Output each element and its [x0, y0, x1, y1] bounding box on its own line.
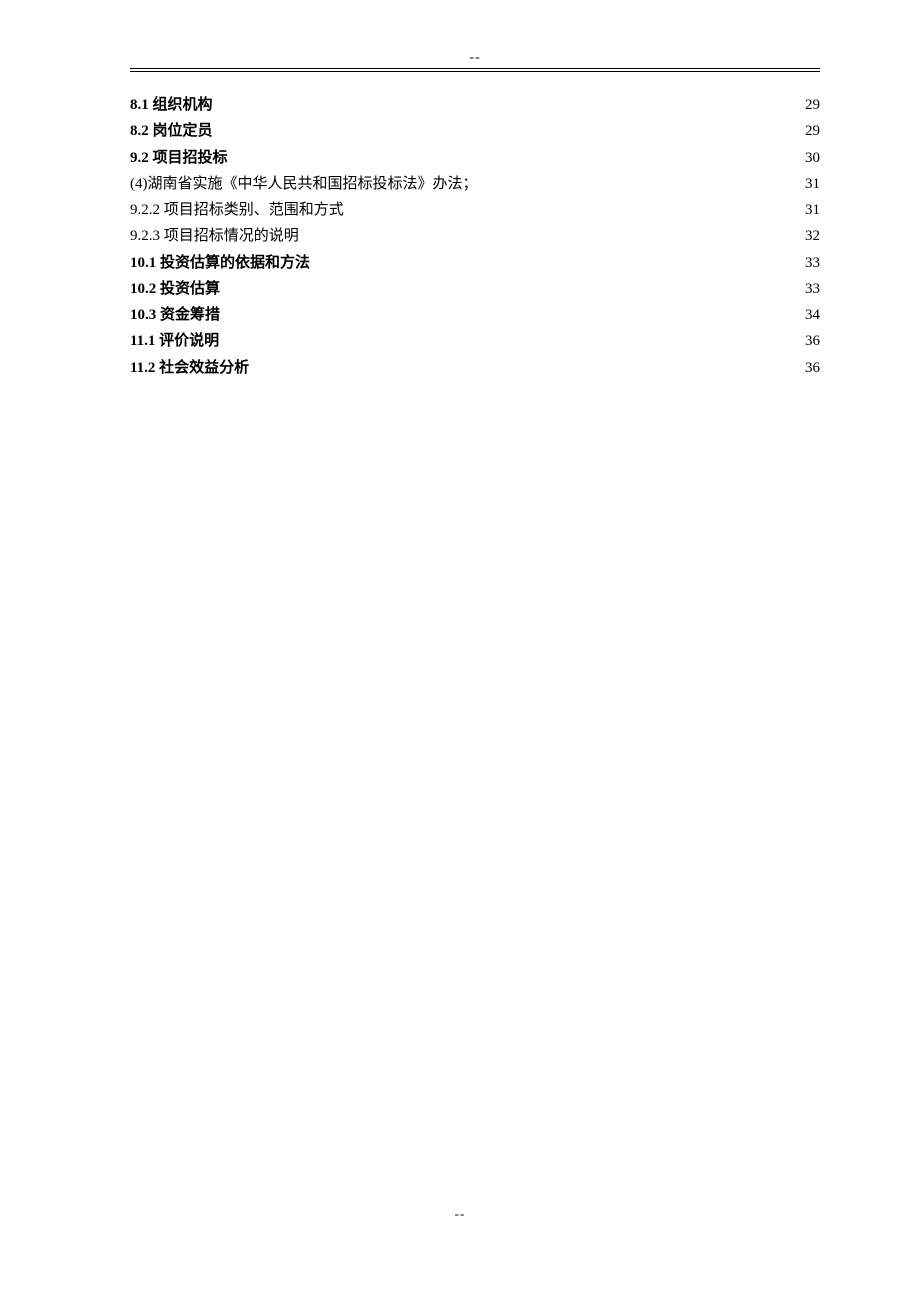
toc-entry: 9.2.2 项目招标类别、范围和方式 31 [130, 197, 820, 223]
toc-entry-label: 8.1 组织机构 [130, 92, 213, 118]
toc-entry: 9.2.3 项目招标情况的说明 32 [130, 223, 820, 249]
toc-entry: 11.1 评价说明 36 [130, 328, 820, 354]
toc-entry-label: (4)湖南省实施《中华人民共和国招标投标法》办法； [130, 171, 478, 197]
toc-entry-label: 10.2 投资估算 [130, 276, 220, 302]
toc-entry-page: 36 [805, 355, 820, 381]
footer-mark: -- [455, 1206, 466, 1222]
toc-entry-label: 10.1 投资估算的依据和方法 [130, 250, 310, 276]
page-container: -- 8.1 组织机构298.2 岗位定员299.2 项目招投标30(4)湖南省… [0, 0, 920, 1302]
toc-entry: 10.3 资金筹措 34 [130, 302, 820, 328]
toc-entry: 10.1 投资估算的依据和方法 33 [130, 250, 820, 276]
toc-entry-label: 9.2 项目招投标 [130, 145, 228, 171]
toc-entry-page: 29 [805, 118, 820, 144]
toc-entry: 11.2 社会效益分析 36 [130, 355, 820, 381]
toc-entry-label: 9.2.3 项目招标情况的说明 [130, 223, 299, 249]
toc-entry-page: 33 [805, 250, 820, 276]
toc-entry: 9.2 项目招投标 30 [130, 145, 820, 171]
toc-entry-page: 31 [805, 171, 820, 197]
toc-entry-page: 32 [805, 223, 820, 249]
table-of-contents: 8.1 组织机构298.2 岗位定员299.2 项目招投标30(4)湖南省实施《… [130, 92, 820, 381]
toc-entry-label: 9.2.2 项目招标类别、范围和方式 [130, 197, 344, 223]
toc-entry-page: 31 [805, 197, 820, 223]
toc-entry: 8.1 组织机构 29 [130, 92, 820, 118]
toc-entry-page: 30 [805, 145, 820, 171]
toc-entry-label: 11.2 社会效益分析 [130, 355, 249, 381]
toc-entry: 8.2 岗位定员 29 [130, 118, 820, 144]
toc-entry-label: 10.3 资金筹措 [130, 302, 220, 328]
toc-entry-page: 36 [805, 328, 820, 354]
toc-entry: 10.2 投资估算 33 [130, 276, 820, 302]
toc-entry-page: 29 [805, 92, 820, 118]
header-rule-thick [130, 68, 820, 69]
toc-entry-label: 8.2 岗位定员 [130, 118, 213, 144]
toc-entry-label: 11.1 评价说明 [130, 328, 219, 354]
toc-entry-page: 34 [805, 302, 820, 328]
toc-entry: (4)湖南省实施《中华人民共和国招标投标法》办法； 31 [130, 171, 820, 197]
toc-entry-page: 33 [805, 276, 820, 302]
header-rule-thin [130, 71, 820, 72]
header-mark: -- [130, 50, 820, 66]
